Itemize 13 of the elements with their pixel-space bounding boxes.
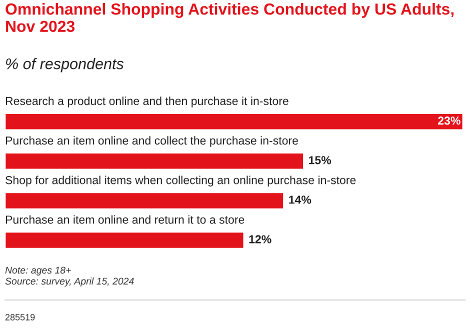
- chart-title: Omnichannel Shopping Activities Conducted by US Adults, Nov 2023: [6, 3, 454, 32]
- data-label: 23%: [438, 116, 460, 125]
- y-tick-label: Purchase an item online and collect the purchase in-store: [6, 136, 298, 147]
- y-tick-label: Shop for additional items when collecting an online purchase in-store: [6, 176, 356, 186]
- data-label: 15%: [309, 156, 332, 164]
- y-tick-label: Purchase an item online and return it to a store: [6, 215, 244, 224]
- source-note: Source: survey, April 15, 2024: [5, 277, 134, 287]
- data-label: 12%: [249, 235, 272, 244]
- chart-subtitle: % of respondents: [6, 58, 124, 72]
- data-label: 14%: [289, 196, 312, 204]
- y-tick-label: Research a product online and then purchase it in-store: [6, 96, 288, 108]
- text: Note: ages 18+: [5, 266, 71, 276]
- text: 285519: [5, 314, 35, 320]
